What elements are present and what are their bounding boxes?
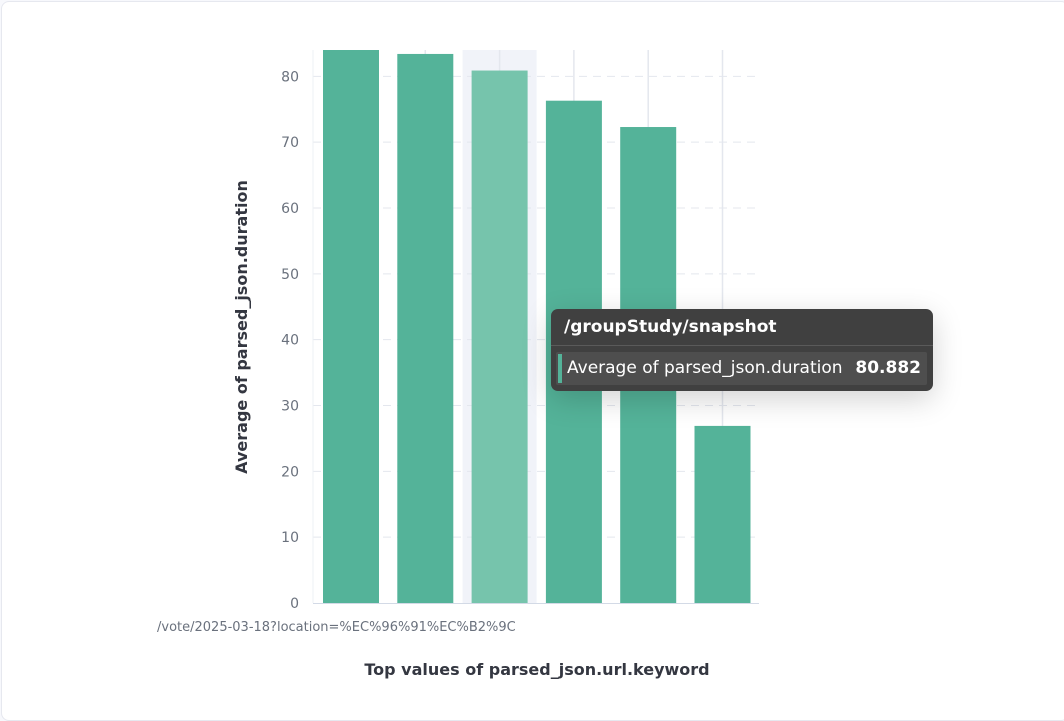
tooltip-series-swatch (558, 354, 562, 383)
bar (323, 50, 379, 603)
x-axis-title: Top values of parsed_json.url.keyword (364, 660, 709, 679)
y-axis-title: Average of parsed_json.duration (232, 180, 251, 474)
tooltip-series-label: Average of parsed_json.duration (567, 358, 843, 378)
tooltip-series-value: 80.882 (855, 358, 921, 378)
y-tick-label: 70 (281, 135, 299, 151)
bar (694, 425, 751, 603)
bar (397, 53, 454, 603)
y-tick-label: 50 (281, 267, 299, 283)
tooltip-title: /groupStudy/snapshot (551, 309, 933, 346)
y-tick-label: 60 (281, 201, 299, 217)
y-tick-label: 40 (281, 333, 299, 349)
y-tick-label: 30 (281, 399, 299, 415)
tooltip-row: Average of parsed_json.duration 80.882 (556, 352, 927, 385)
bar (471, 70, 528, 603)
chart-tooltip: /groupStudy/snapshot Average of parsed_j… (551, 309, 933, 391)
x-tick-label-first: /vote/2025-03-18?location=%EC%96%91%EC%B… (157, 620, 516, 635)
y-tick-label: 80 (281, 69, 299, 85)
y-tick-label: 20 (281, 464, 299, 480)
y-tick-label: 0 (290, 596, 299, 612)
y-tick-label: 10 (281, 530, 299, 546)
